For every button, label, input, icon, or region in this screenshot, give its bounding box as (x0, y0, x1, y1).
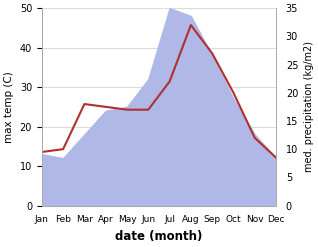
Y-axis label: med. precipitation (kg/m2): med. precipitation (kg/m2) (304, 41, 314, 172)
Y-axis label: max temp (C): max temp (C) (4, 71, 14, 143)
X-axis label: date (month): date (month) (115, 230, 203, 243)
